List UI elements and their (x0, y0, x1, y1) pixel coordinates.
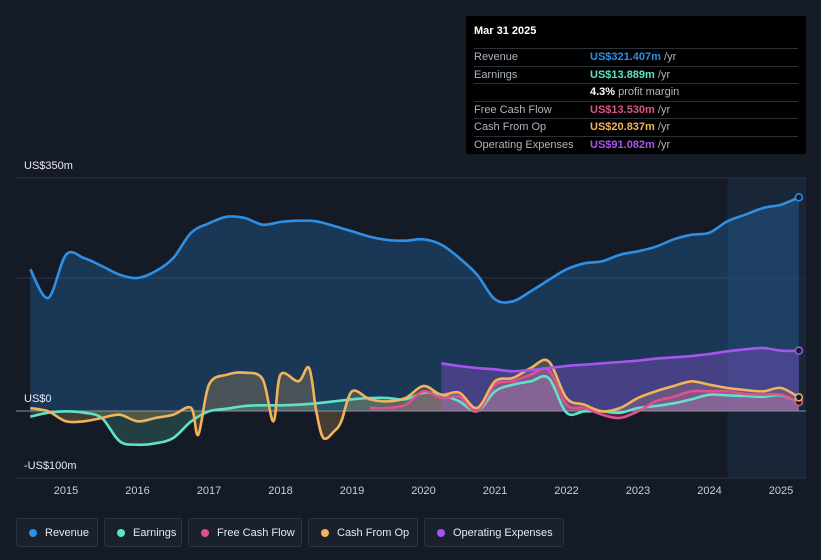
tooltip-row: Earnings US$13.889m /yr (474, 65, 798, 84)
tooltip-row: Cash From Op US$20.837m /yr (474, 118, 798, 136)
operating-expenses-line (441, 346, 799, 373)
tooltip-value-unit: /yr (654, 138, 671, 151)
x-tick-label: 2016 (125, 485, 150, 497)
series-areas (30, 197, 799, 445)
tooltip-value-unit: /yr (654, 121, 671, 133)
legend-item-revenue[interactable]: Revenue (16, 518, 98, 547)
tooltip-value-unit: profit margin (615, 86, 680, 98)
operating-expenses-end-point (794, 346, 804, 355)
legend-dot-icon (201, 529, 209, 537)
tooltip-value-unit: /yr (654, 103, 671, 116)
legend-item-earnings[interactable]: Earnings (104, 518, 182, 547)
data-tooltip: Mar 31 2025 Revenue US$321.407m /yr Earnin… (466, 16, 806, 154)
tooltip-row-value: US$20.837m /yr (590, 119, 670, 136)
x-tick-label: 2019 (339, 485, 365, 497)
x-tick-label: 2021 (482, 485, 508, 497)
revenue-line (29, 196, 800, 304)
cash-from-op-area (30, 359, 799, 439)
legend-label: Cash From Op (337, 527, 410, 539)
tooltip-row: Free Cash Flow US$13.530m /yr (474, 100, 798, 119)
tooltip-row: 4.3% profit margin (474, 83, 798, 101)
tooltip-value-text: US$20.837m (590, 121, 655, 133)
tooltip-row-value: US$13.530m /yr (590, 102, 670, 119)
x-tick-label: 2015 (53, 485, 79, 497)
legend-dot-icon (321, 529, 329, 537)
tooltip-row-label: Cash From Op (474, 121, 547, 133)
tooltip-row-value: US$13.889m /yr (590, 67, 670, 84)
x-tick-label: 2020 (411, 485, 436, 497)
y-axis-bottom-label: -US$100m (24, 460, 77, 472)
tooltip-value-text: US$13.530m (590, 103, 655, 116)
free-cash-flow-line (369, 367, 800, 420)
forecast-highlight (727, 178, 806, 478)
tooltip-value-text: US$13.889m (590, 68, 655, 81)
legend-dot-icon (29, 529, 37, 537)
tooltip-value-unit: /yr (654, 68, 671, 81)
tooltip-value-text: US$321.407m (590, 51, 661, 63)
tooltip-row: Operating Expenses US$91.082m /yr (474, 135, 798, 154)
revenue-end-point (794, 193, 804, 202)
free-cash-flow-area (369, 368, 799, 419)
tooltip-row-value: US$321.407m /yr (590, 49, 676, 66)
x-tick-label: 2017 (196, 485, 222, 497)
revenue-area (30, 197, 799, 412)
tooltip-row-value: US$91.082m /yr (590, 137, 670, 154)
tooltip-value-unit: /yr (660, 51, 677, 63)
legend-label: Free Cash Flow (217, 527, 295, 539)
series-end-dots (794, 193, 804, 407)
x-tick-label: 2022 (554, 485, 579, 497)
tooltip-row-label: Revenue (474, 51, 519, 63)
tooltip-value-text: US$91.082m (590, 138, 655, 151)
tooltip-row: Revenue US$321.407m /yr (474, 48, 798, 66)
y-axis-zero-label: US$0 (24, 393, 52, 405)
legend-item-cash-from-op[interactable]: Cash From Op (308, 518, 418, 547)
legend-item-operating-expenses[interactable]: Operating Expenses (424, 518, 564, 547)
tooltip-row-label: Free Cash Flow (474, 103, 552, 116)
x-tick-label: 2018 (268, 485, 293, 497)
tooltip-date: Mar 31 2025 (474, 25, 537, 37)
legend-label: Earnings (133, 527, 177, 539)
legend-dot-icon (117, 529, 125, 537)
tooltip-row-value: 4.3% profit margin (590, 84, 679, 101)
cash-from-op-end-point (794, 393, 804, 402)
legend-label: Revenue (45, 527, 90, 539)
tooltip-row-label: Operating Expenses (474, 138, 574, 151)
legend-dot-icon (437, 529, 445, 537)
legend-item-free-cash-flow[interactable]: Free Cash Flow (188, 518, 302, 547)
legend-label: Operating Expenses (453, 527, 553, 539)
tooltip-value-text: 4.3% (590, 86, 616, 98)
tooltip-row-label: Earnings (474, 68, 518, 81)
cash-from-op-line (30, 358, 800, 441)
y-axis-top-label: US$350m (24, 160, 73, 172)
x-tick-label: 2025 (768, 485, 794, 497)
x-tick-label: 2024 (697, 485, 722, 497)
earnings-area (30, 376, 799, 445)
x-tick-label: 2023 (625, 485, 651, 497)
series-lines (29, 196, 800, 447)
